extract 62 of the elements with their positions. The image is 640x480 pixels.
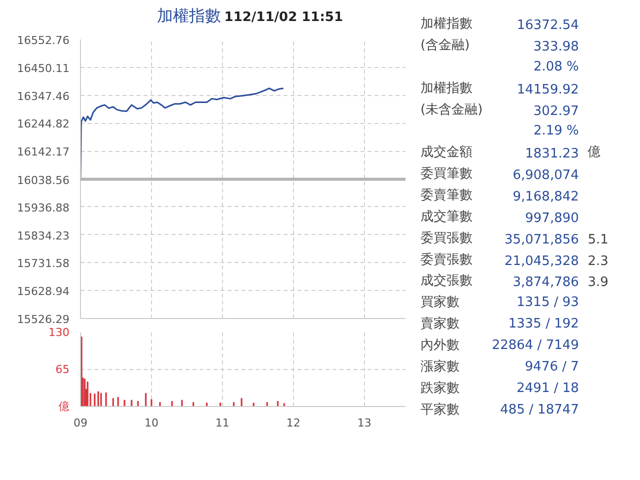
y-tick-label: 15834.23 bbox=[17, 229, 70, 242]
text: 2.08 % bbox=[533, 59, 579, 74]
category-label: 買家數 bbox=[420, 294, 460, 310]
x-tick-label: 09 bbox=[74, 416, 88, 430]
text: 9476 / 7 bbox=[524, 359, 579, 374]
text: 302.97 bbox=[533, 104, 579, 119]
category-label: 委買筆數 bbox=[420, 166, 472, 182]
x-tick-label: 13 bbox=[357, 416, 372, 430]
text: 3,874,786 bbox=[512, 275, 579, 290]
category-label: 內外數 bbox=[420, 338, 460, 353]
text: 5.1 bbox=[588, 232, 608, 248]
category-label: (含金融) bbox=[420, 38, 470, 53]
category-label: 成交金額 bbox=[420, 144, 472, 160]
category-label: 加權指數 bbox=[420, 16, 472, 32]
y-tick-label: 65 bbox=[56, 363, 70, 376]
y-tick-label: 15936.88 bbox=[17, 201, 70, 214]
text: 2491 / 18 bbox=[516, 380, 579, 396]
y-tick-label: 16038.56 bbox=[17, 174, 70, 187]
y-tick-label: 16347.46 bbox=[17, 90, 70, 103]
text: 997,890 bbox=[525, 210, 579, 226]
text: 6,908,074 bbox=[512, 168, 579, 184]
text: 1831.23 bbox=[525, 146, 579, 162]
x-tick-label: 10 bbox=[144, 416, 158, 430]
text: 2.19 % bbox=[533, 124, 579, 139]
chart-subtitle: 112/11/02 11:51 bbox=[224, 10, 344, 25]
chart-title: 加權指數 bbox=[156, 6, 221, 25]
y-tick-label: 16552.76 bbox=[17, 34, 70, 47]
y-tick-label: 億 bbox=[58, 400, 70, 413]
line-series bbox=[80, 88, 284, 180]
text: 3.9 bbox=[588, 275, 608, 290]
text: 9,168,842 bbox=[512, 190, 579, 204]
x-tick-label: 11 bbox=[215, 416, 230, 430]
text: 14159.92 bbox=[516, 82, 579, 98]
category-label: 跌家數 bbox=[420, 380, 460, 396]
text: 億 bbox=[588, 145, 601, 160]
text: 35,071,856 bbox=[504, 232, 579, 248]
category-label: 委賣張數 bbox=[420, 252, 472, 268]
text: 22864 / 7149 bbox=[492, 338, 579, 353]
category-label: (未含金融) bbox=[420, 102, 483, 118]
category-label: 漲家數 bbox=[420, 358, 460, 374]
text: 2.3 bbox=[588, 254, 608, 269]
category-label: 加權指數 bbox=[420, 80, 472, 96]
y-tick-label: 16244.82 bbox=[17, 118, 70, 131]
text: 333.98 bbox=[533, 40, 579, 54]
category-label: 成交張數 bbox=[420, 272, 472, 289]
y-tick-label: 15526.29 bbox=[17, 313, 70, 326]
category-label: 賣家數 bbox=[420, 316, 460, 332]
text: 21,045,328 bbox=[504, 254, 579, 269]
y-tick-label: 15628.94 bbox=[17, 285, 70, 298]
y-tick-label: 16450.11 bbox=[17, 62, 70, 75]
category-label: 委賣筆數 bbox=[420, 188, 472, 203]
category-label: 平家數 bbox=[420, 401, 460, 418]
y-tick-label: 130 bbox=[48, 326, 70, 339]
text: 16372.54 bbox=[516, 18, 579, 34]
text: 485 / 18747 bbox=[500, 402, 579, 418]
category-label: 成交筆數 bbox=[420, 208, 472, 224]
y-tick-label: 16142.17 bbox=[17, 146, 70, 159]
text: 1335 / 192 bbox=[508, 316, 579, 332]
text: 1315 / 93 bbox=[516, 295, 579, 310]
category-label: 委買張數 bbox=[420, 230, 472, 246]
y-tick-label: 15731.58 bbox=[17, 257, 70, 270]
x-tick-label: 12 bbox=[286, 416, 300, 430]
